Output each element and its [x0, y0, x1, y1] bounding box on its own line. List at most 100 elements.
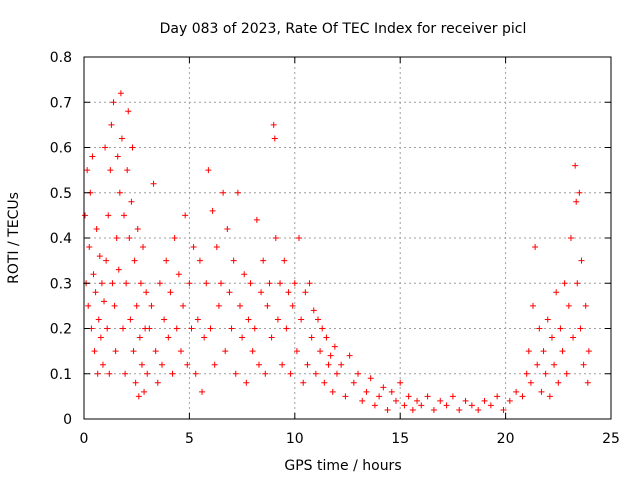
data-point [291, 280, 298, 287]
data-point [536, 325, 543, 332]
data-point [148, 302, 155, 309]
data-point [241, 271, 248, 278]
data-point [555, 379, 562, 386]
data-point [188, 325, 195, 332]
data-point [165, 334, 172, 341]
data-point [243, 379, 250, 386]
data-point [272, 235, 279, 241]
data-point [249, 348, 256, 355]
data-point [285, 289, 292, 296]
data-point [392, 397, 399, 404]
data-point [161, 316, 168, 323]
y-tick-label: 0.7 [50, 95, 72, 111]
data-point [468, 402, 475, 409]
data-point [376, 393, 383, 400]
x-tick-label: 25 [602, 431, 620, 447]
data-point [190, 244, 197, 251]
chart-title: Day 083 of 2023, Rate Of TEC Index for r… [160, 21, 527, 37]
data-point [103, 257, 110, 264]
data-point [133, 302, 140, 309]
data-point [538, 388, 545, 395]
data-point [236, 302, 243, 309]
data-point [116, 189, 123, 196]
data-point [525, 348, 532, 355]
data-point [287, 370, 294, 377]
data-point [156, 280, 163, 287]
data-point [108, 121, 115, 128]
data-point [270, 121, 277, 128]
data-point [367, 375, 374, 382]
data-point [171, 235, 178, 241]
data-point [112, 348, 119, 355]
data-point [271, 135, 278, 142]
data-point [363, 388, 370, 395]
data-point [184, 361, 191, 368]
data-point [84, 167, 91, 174]
data-point [91, 348, 98, 355]
data-point [500, 406, 507, 413]
data-point [177, 348, 184, 355]
data-point [146, 325, 153, 332]
data-point [175, 271, 182, 278]
y-tick-label: 0 [63, 412, 72, 428]
data-point [331, 343, 338, 350]
data-point [224, 225, 231, 232]
data-point [262, 370, 269, 377]
data-point [573, 198, 580, 205]
data-point [570, 334, 577, 341]
y-tick-label: 0.4 [50, 231, 72, 247]
data-point [234, 189, 241, 196]
y-tick-label: 0.8 [50, 50, 72, 66]
data-point [205, 167, 212, 174]
data-point [105, 212, 112, 219]
data-point [283, 325, 290, 332]
data-point [274, 316, 281, 323]
x-tick-label: 10 [286, 431, 304, 447]
data-point [289, 302, 296, 309]
data-point [371, 402, 378, 409]
data-point [401, 402, 408, 409]
data-point [359, 397, 366, 404]
grid [84, 57, 611, 419]
data-point [106, 370, 113, 377]
data-point [167, 289, 174, 296]
data-point [82, 212, 89, 219]
data-point [279, 361, 286, 368]
data-point [523, 370, 530, 377]
data-point [494, 393, 501, 400]
data-point [247, 280, 254, 287]
data-point [260, 257, 267, 264]
data-point [98, 280, 105, 287]
data-point [93, 225, 100, 232]
y-tick-label: 0.1 [50, 367, 72, 383]
data-point [123, 280, 130, 287]
data-point [277, 280, 284, 287]
data-point [530, 302, 537, 309]
y-tick-label: 0.5 [50, 186, 72, 202]
data-point [527, 379, 534, 386]
data-point [308, 334, 315, 341]
y-tick-label: 0.3 [50, 276, 72, 292]
data-point [122, 370, 129, 377]
data-point [99, 361, 106, 368]
data-point [302, 289, 309, 296]
data-point [163, 257, 170, 264]
data-point [126, 235, 133, 241]
data-point [121, 212, 128, 219]
data-point [101, 298, 108, 305]
data-point [266, 280, 273, 287]
x-tick-label: 20 [497, 431, 515, 447]
data-point [226, 289, 233, 296]
data-point [355, 370, 362, 377]
data-point [306, 280, 313, 287]
data-point [304, 361, 311, 368]
data-point [182, 212, 189, 219]
data-point [239, 334, 246, 341]
data-point [86, 244, 93, 251]
data-point [220, 189, 227, 196]
data-point [437, 397, 444, 404]
y-tick-label: 0.6 [50, 141, 72, 157]
data-point [319, 325, 326, 332]
data-point [213, 244, 220, 251]
